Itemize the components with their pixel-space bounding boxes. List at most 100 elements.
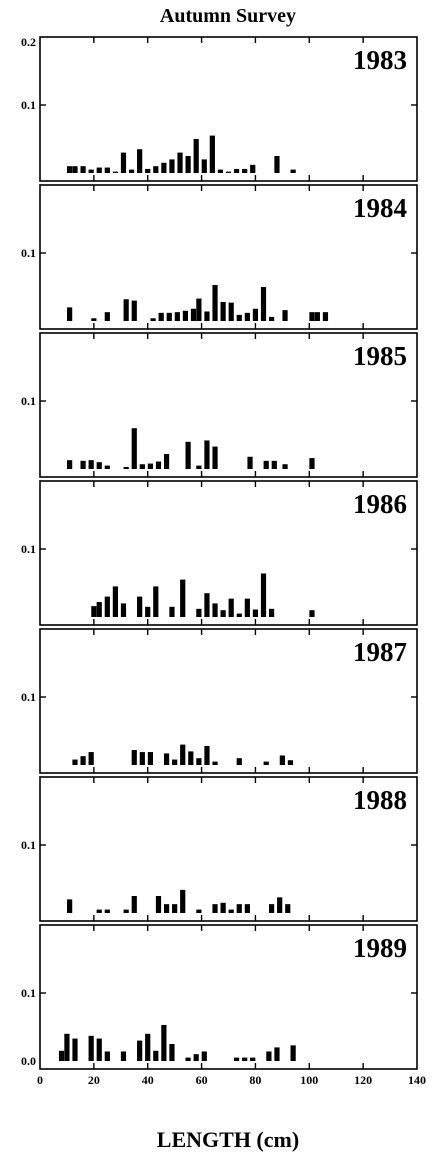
panel-year-label: 1983 <box>353 45 407 75</box>
bar <box>250 164 256 173</box>
bar <box>282 464 288 469</box>
bar <box>260 287 267 321</box>
bar <box>212 446 218 469</box>
bar <box>131 428 137 469</box>
y-tick-label: 0.1 <box>21 986 36 1000</box>
bar <box>145 1033 151 1061</box>
bar <box>139 752 145 765</box>
bar <box>201 1051 207 1061</box>
bar <box>196 465 202 469</box>
bar <box>104 465 110 469</box>
bar <box>185 1057 191 1061</box>
y-tick-label: 0.2 <box>21 35 36 49</box>
bar <box>91 318 97 321</box>
bar <box>244 598 250 617</box>
y-tick-label: 0.1 <box>21 690 36 704</box>
bar <box>290 1045 296 1061</box>
bar <box>193 139 199 173</box>
bar <box>204 440 210 469</box>
panel-1985: 1985 0.1 <box>21 332 418 478</box>
bar <box>72 759 78 765</box>
x-tick-label: 120 <box>354 1073 372 1087</box>
bar <box>228 909 234 913</box>
y-tick-label: 0.1 <box>21 246 36 260</box>
bar <box>104 312 110 321</box>
bar <box>196 758 202 765</box>
bar <box>88 1035 94 1061</box>
panel-1987: 1987 0.1 <box>21 628 418 774</box>
bar <box>161 1024 167 1061</box>
bar <box>185 441 191 469</box>
panel-year-label: 1988 <box>353 785 407 815</box>
panel-frame <box>39 36 418 182</box>
x-tick-label: 0 <box>37 1073 43 1087</box>
bar <box>279 755 285 765</box>
bar <box>58 1050 65 1061</box>
bar <box>314 312 320 321</box>
bar <box>155 461 162 469</box>
bar <box>80 166 86 173</box>
bar <box>120 603 127 617</box>
bar <box>217 169 224 173</box>
bar <box>96 1038 102 1061</box>
y-tick-label: 0.1 <box>21 98 36 112</box>
bar <box>128 169 135 173</box>
bar <box>161 162 167 173</box>
bar <box>244 312 250 321</box>
bar <box>67 166 73 173</box>
x-tick-label: 140 <box>408 1073 426 1087</box>
bar <box>204 311 210 321</box>
bar <box>212 904 218 913</box>
x-tick-label: 80 <box>249 1073 261 1087</box>
bar <box>244 904 250 913</box>
bar <box>263 460 269 469</box>
panel-year-label: 1985 <box>353 341 407 371</box>
bar <box>196 298 202 321</box>
bar <box>220 610 226 617</box>
bar <box>145 168 151 173</box>
x-tick-label: 20 <box>88 1073 100 1087</box>
bar <box>139 464 145 469</box>
bar <box>123 909 129 913</box>
bar <box>188 751 194 765</box>
bar <box>212 761 218 765</box>
x-tick-label: 100 <box>300 1073 318 1087</box>
panel-year-label: 1984 <box>353 193 407 223</box>
bar <box>169 606 175 617</box>
bar <box>228 302 234 321</box>
bar <box>123 466 129 469</box>
bar <box>91 606 97 617</box>
bar <box>147 752 154 765</box>
y-tick-label: 0.1 <box>21 838 36 852</box>
bar <box>163 904 170 913</box>
x-axis-label: LENGTH (cm) <box>157 1127 299 1152</box>
bar <box>88 169 94 173</box>
bar <box>163 753 170 765</box>
bar <box>309 458 315 469</box>
bar <box>72 1038 78 1061</box>
y-tick-label: 0.1 <box>21 542 36 556</box>
panel-year-label: 1987 <box>353 637 407 667</box>
bar <box>252 609 259 617</box>
bar <box>153 1050 159 1061</box>
bar <box>233 1057 240 1061</box>
bar <box>88 752 94 765</box>
bar <box>166 312 172 321</box>
bar <box>322 312 329 321</box>
bar <box>64 1033 70 1061</box>
bar <box>204 593 210 617</box>
panel-1986: 1986 0.1 <box>21 480 418 626</box>
bar <box>263 761 269 765</box>
bar <box>88 460 94 469</box>
bar <box>120 152 127 173</box>
bar <box>131 300 137 321</box>
panel-1984: 1984 0.1 <box>21 184 418 330</box>
bar <box>72 166 78 173</box>
panel-1988: 1988 0.1 <box>21 776 418 922</box>
bar <box>250 1057 256 1061</box>
bar <box>277 897 283 913</box>
bar <box>268 608 275 617</box>
bar <box>104 167 110 173</box>
panels: 19830.20.119840.119850.119860.119870.119… <box>21 35 426 1087</box>
